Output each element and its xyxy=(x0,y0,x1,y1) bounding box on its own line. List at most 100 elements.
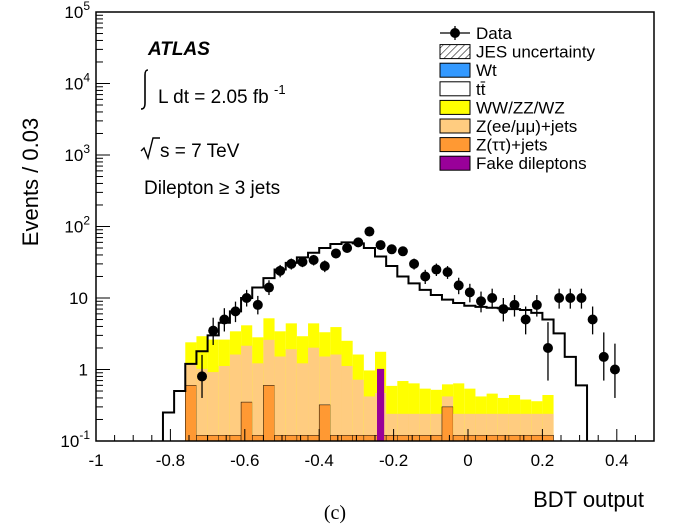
zll-bar xyxy=(308,347,320,441)
legend-entry-fake: Fake dileptons xyxy=(439,154,587,173)
ztautau-bar xyxy=(263,385,275,441)
ttbar-total-histogram xyxy=(161,241,589,441)
y-tick-label: 104 xyxy=(64,71,90,94)
data-point xyxy=(520,306,531,335)
data-point xyxy=(598,332,609,381)
data-point xyxy=(453,277,464,295)
data-point xyxy=(576,288,587,309)
data-point xyxy=(364,226,375,237)
data-point xyxy=(342,243,353,254)
zll-bar xyxy=(408,413,420,441)
legend-swatch xyxy=(439,62,471,78)
sqrt-sign-icon xyxy=(140,137,160,161)
zll-bar xyxy=(397,413,409,441)
data-point xyxy=(587,306,598,335)
ztautau-bar xyxy=(352,435,365,441)
data-point xyxy=(197,354,208,398)
data-point xyxy=(509,295,520,317)
ztautau-bar xyxy=(296,435,309,441)
zll-bar xyxy=(486,413,498,441)
data-point xyxy=(319,260,330,273)
data-point xyxy=(498,298,509,322)
zll-bar xyxy=(241,345,253,441)
selection-label: Dilepton ≥ 3 jets xyxy=(144,178,280,199)
zll-bar xyxy=(430,413,442,441)
stacked-histograms xyxy=(161,241,589,441)
legend-entry-tt: tt̄ xyxy=(439,80,486,99)
ztautau-bar xyxy=(464,435,476,441)
ztautau-bar xyxy=(285,435,298,441)
zll-bar xyxy=(341,365,353,441)
data-point xyxy=(431,263,442,277)
zll-bar xyxy=(386,413,398,441)
ztautau-bar xyxy=(185,385,197,441)
x-axis-title: BDT output xyxy=(533,487,644,512)
ztautau-bar xyxy=(408,435,420,441)
data-point xyxy=(297,256,308,268)
data-point xyxy=(531,295,542,317)
ztautau-bar xyxy=(430,435,443,441)
zll-bar xyxy=(196,368,208,441)
luminosity-label: L dt = 2.05 fb -1 xyxy=(158,82,286,108)
zll-bar xyxy=(207,372,219,441)
data-point xyxy=(487,288,498,309)
ztautau-bar xyxy=(508,435,521,441)
data-point xyxy=(375,240,386,251)
legend-label: tt̄ xyxy=(476,80,486,99)
data-point xyxy=(609,343,620,398)
integral-sign-icon xyxy=(140,69,149,110)
x-tick-label: -1 xyxy=(88,451,103,470)
zll-bar xyxy=(419,413,431,441)
energy-label: s = 7 TeV xyxy=(160,141,240,162)
zll-bar xyxy=(508,413,521,441)
x-tick-label: 0.4 xyxy=(605,451,629,470)
data-point xyxy=(208,317,219,346)
legend-entry-zll: Z(ee/μμ)+jets xyxy=(439,117,577,136)
legend-swatch xyxy=(439,155,471,171)
zll-bar xyxy=(285,349,297,441)
zll-bar xyxy=(218,365,230,441)
data-point xyxy=(263,280,274,296)
legend-marker xyxy=(450,28,460,38)
data-point xyxy=(397,246,408,257)
ztautau-bar xyxy=(519,435,532,441)
ztautau-bar xyxy=(207,435,220,441)
y-axis-title: Events / 0.03 xyxy=(18,118,43,246)
legend-entry-jes: JES uncertainty xyxy=(439,43,596,62)
ztautau-bar xyxy=(218,435,231,441)
zll-bar xyxy=(274,356,286,441)
y-tick-label: 103 xyxy=(64,142,90,165)
ztautau-bar xyxy=(542,435,554,441)
diboson-bar xyxy=(386,385,398,441)
legend-swatch xyxy=(439,137,471,153)
data-point xyxy=(353,237,364,248)
y-tick-label: 102 xyxy=(64,214,90,237)
ztautau-bar xyxy=(397,435,409,441)
data-point xyxy=(409,258,420,270)
panel-label: (c) xyxy=(324,502,346,524)
legend-swatch xyxy=(439,99,471,115)
data-point xyxy=(442,266,453,279)
data-point xyxy=(554,288,565,309)
legend-label: Fake dileptons xyxy=(476,154,587,173)
y-tick-label: 10-1 xyxy=(60,428,90,451)
ztautau-bar xyxy=(385,435,398,441)
ztautau-bar xyxy=(330,435,342,441)
ztautau-bar xyxy=(497,435,510,441)
data-point xyxy=(241,289,252,307)
x-tick-label: 0.2 xyxy=(531,451,555,470)
zll-bar xyxy=(296,363,309,441)
ztautau-bar xyxy=(441,406,454,441)
zll-bar xyxy=(542,413,554,441)
ztautau-bar xyxy=(452,435,465,441)
zll-bar xyxy=(520,413,532,441)
diboson-bar xyxy=(408,383,420,441)
data-point xyxy=(308,254,319,266)
fake-dilepton-bar xyxy=(377,368,385,441)
x-tick-label: 0 xyxy=(463,451,472,470)
data-point xyxy=(286,258,297,270)
legend-label: Wt xyxy=(476,61,497,80)
data-point xyxy=(542,322,553,381)
